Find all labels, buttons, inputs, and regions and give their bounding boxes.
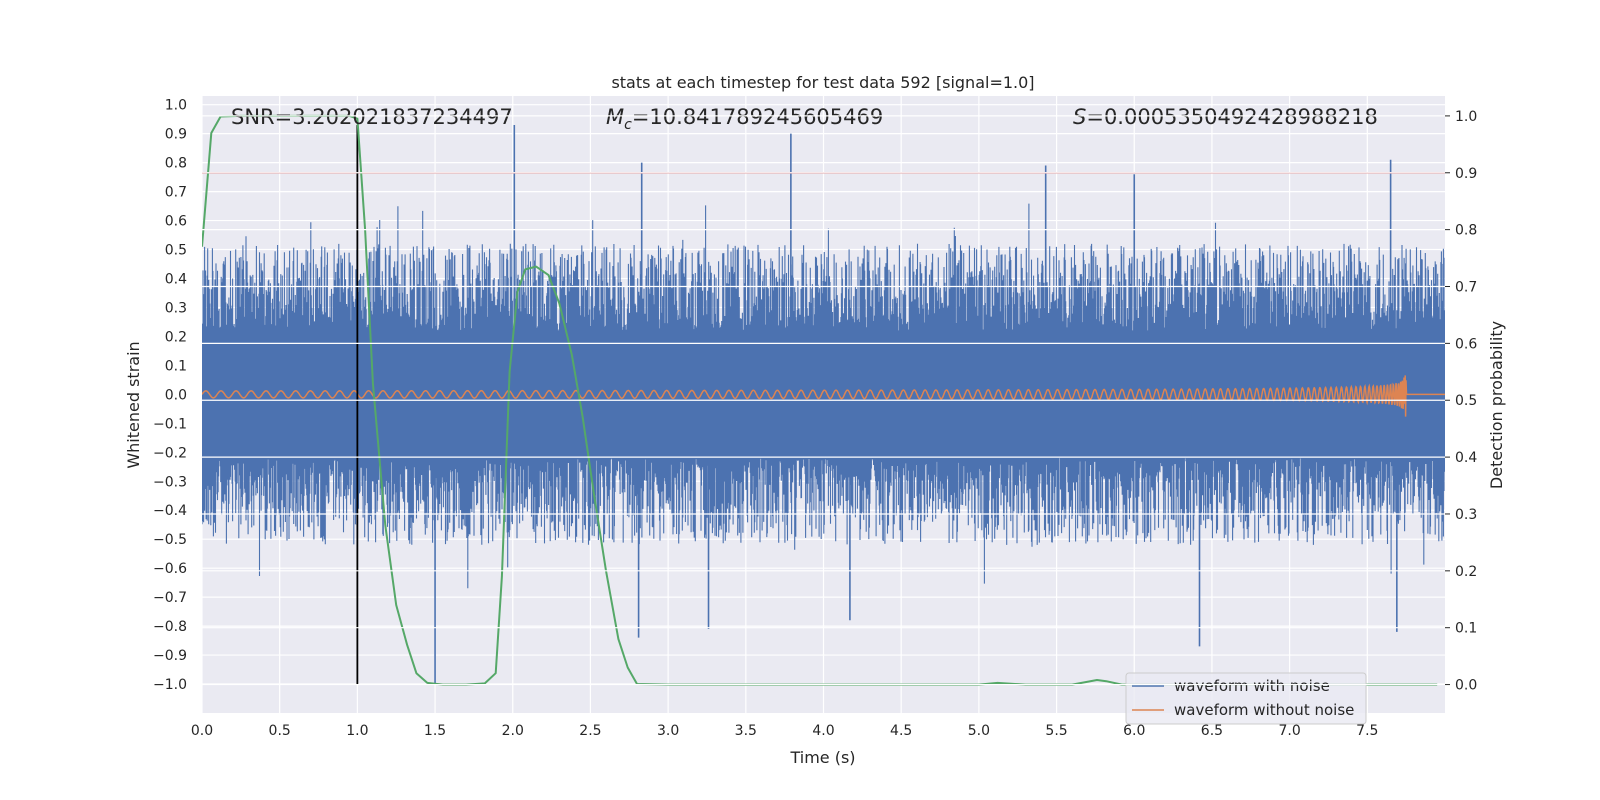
legend-box xyxy=(1125,672,1367,725)
y2-tick-label: 0.9 xyxy=(1455,166,1477,182)
y-tick-label: −0.9 xyxy=(153,648,187,664)
y-tick-label: 0.3 xyxy=(165,300,187,316)
y-tick-label: −1.0 xyxy=(153,677,187,693)
x-tick-label: 4.0 xyxy=(812,723,834,739)
s-symbol: S xyxy=(1073,105,1086,129)
y2-axis-label: Detection probability xyxy=(1487,321,1506,489)
y-tick-label: −0.8 xyxy=(153,619,187,635)
ticks: 0.0 0.5 1.0 1.5 2.0 2.5 3.0 3.5 4.0 4.5 5.0 5.5 6.0 6… xyxy=(153,98,1477,739)
x-tick-label: 0.5 xyxy=(269,723,291,739)
y2-tick-label: 0.3 xyxy=(1455,507,1477,523)
x-tick-label: 7.5 xyxy=(1356,723,1378,739)
y2-tick-label: 0.5 xyxy=(1455,393,1477,409)
y-tick-label: −0.2 xyxy=(153,445,187,461)
y-tick-label: 0.4 xyxy=(165,271,187,287)
y2-tick-label: 0.1 xyxy=(1455,621,1477,637)
y-tick-label: 1.0 xyxy=(165,98,187,114)
x-axis-label: Time (s) xyxy=(789,748,855,767)
y2-grid xyxy=(202,115,1445,686)
x-tick-label: 3.5 xyxy=(735,723,757,739)
legend-label-clean: waveform without noise xyxy=(1174,701,1354,719)
y-tick-label: 0.2 xyxy=(165,329,187,345)
x-tick-label: 0.0 xyxy=(191,723,213,739)
chirp-mass-symbol: M xyxy=(606,105,624,129)
s-annotation: S=0.0005350492428988218 xyxy=(1073,105,1378,129)
y2-tick-label: 0.4 xyxy=(1455,450,1477,466)
y2-tick-label: 0.8 xyxy=(1455,223,1477,239)
legend: waveform with noise waveform without noi… xyxy=(1125,672,1367,725)
y-tick-label: 0.1 xyxy=(165,358,187,374)
s-value: =0.0005350492428988218 xyxy=(1086,105,1378,129)
x-tick-label: 1.5 xyxy=(424,723,446,739)
y2-tick-label: 1.0 xyxy=(1455,109,1477,125)
y-tick-label: −0.4 xyxy=(153,503,187,519)
x-tick-label: 1.0 xyxy=(346,723,368,739)
y-tick-label: −0.3 xyxy=(153,474,187,490)
y2-tick-label: 0.2 xyxy=(1455,564,1477,580)
chirp-mass-subscript: c xyxy=(624,117,632,133)
detection-probability-line xyxy=(202,114,1438,686)
chart-title: stats at each timestep for test data 592… xyxy=(611,73,1034,92)
y-tick-label: 0.6 xyxy=(165,214,187,230)
x-tick-label: 5.5 xyxy=(1045,723,1067,739)
y-tick-label: 0.9 xyxy=(165,127,187,143)
noisy-waveform xyxy=(202,203,1445,589)
y-tick-label: −0.1 xyxy=(153,416,187,432)
y-tick-label: 0.5 xyxy=(165,243,187,259)
snr-annotation: SNR=3.202021837234497 xyxy=(231,105,513,129)
y-tick-label: −0.7 xyxy=(153,590,187,606)
clean-waveform xyxy=(202,375,1445,417)
y2-tick-label: 0.0 xyxy=(1455,678,1477,694)
y-tick-label: −0.6 xyxy=(153,561,187,577)
x-tick-label: 6.5 xyxy=(1201,723,1223,739)
chirp-mass-annotation: Mc=10.841789245605469 xyxy=(606,105,883,133)
x-tick-label: 2.0 xyxy=(502,723,524,739)
legend-label-noisy: waveform with noise xyxy=(1174,677,1330,695)
y-tick-label: 0.0 xyxy=(165,387,187,403)
x-tick-label: 5.0 xyxy=(968,723,990,739)
x-tick-label: 3.0 xyxy=(657,723,679,739)
x-tick-label: 2.5 xyxy=(579,723,601,739)
y-tick-label: 0.7 xyxy=(165,185,187,201)
y-tick-label: −0.5 xyxy=(153,532,187,548)
x-tick-label: 6.0 xyxy=(1123,723,1145,739)
chirp-mass-value: =10.841789245605469 xyxy=(632,105,883,129)
y2-tick-label: 0.6 xyxy=(1455,336,1477,352)
y-axis-label: Whitened strain xyxy=(124,341,143,468)
x-tick-label: 7.0 xyxy=(1278,723,1300,739)
x-tick-label: 4.5 xyxy=(890,723,912,739)
y-tick-label: 0.8 xyxy=(165,156,187,172)
y2-tick-label: 0.7 xyxy=(1455,280,1477,296)
